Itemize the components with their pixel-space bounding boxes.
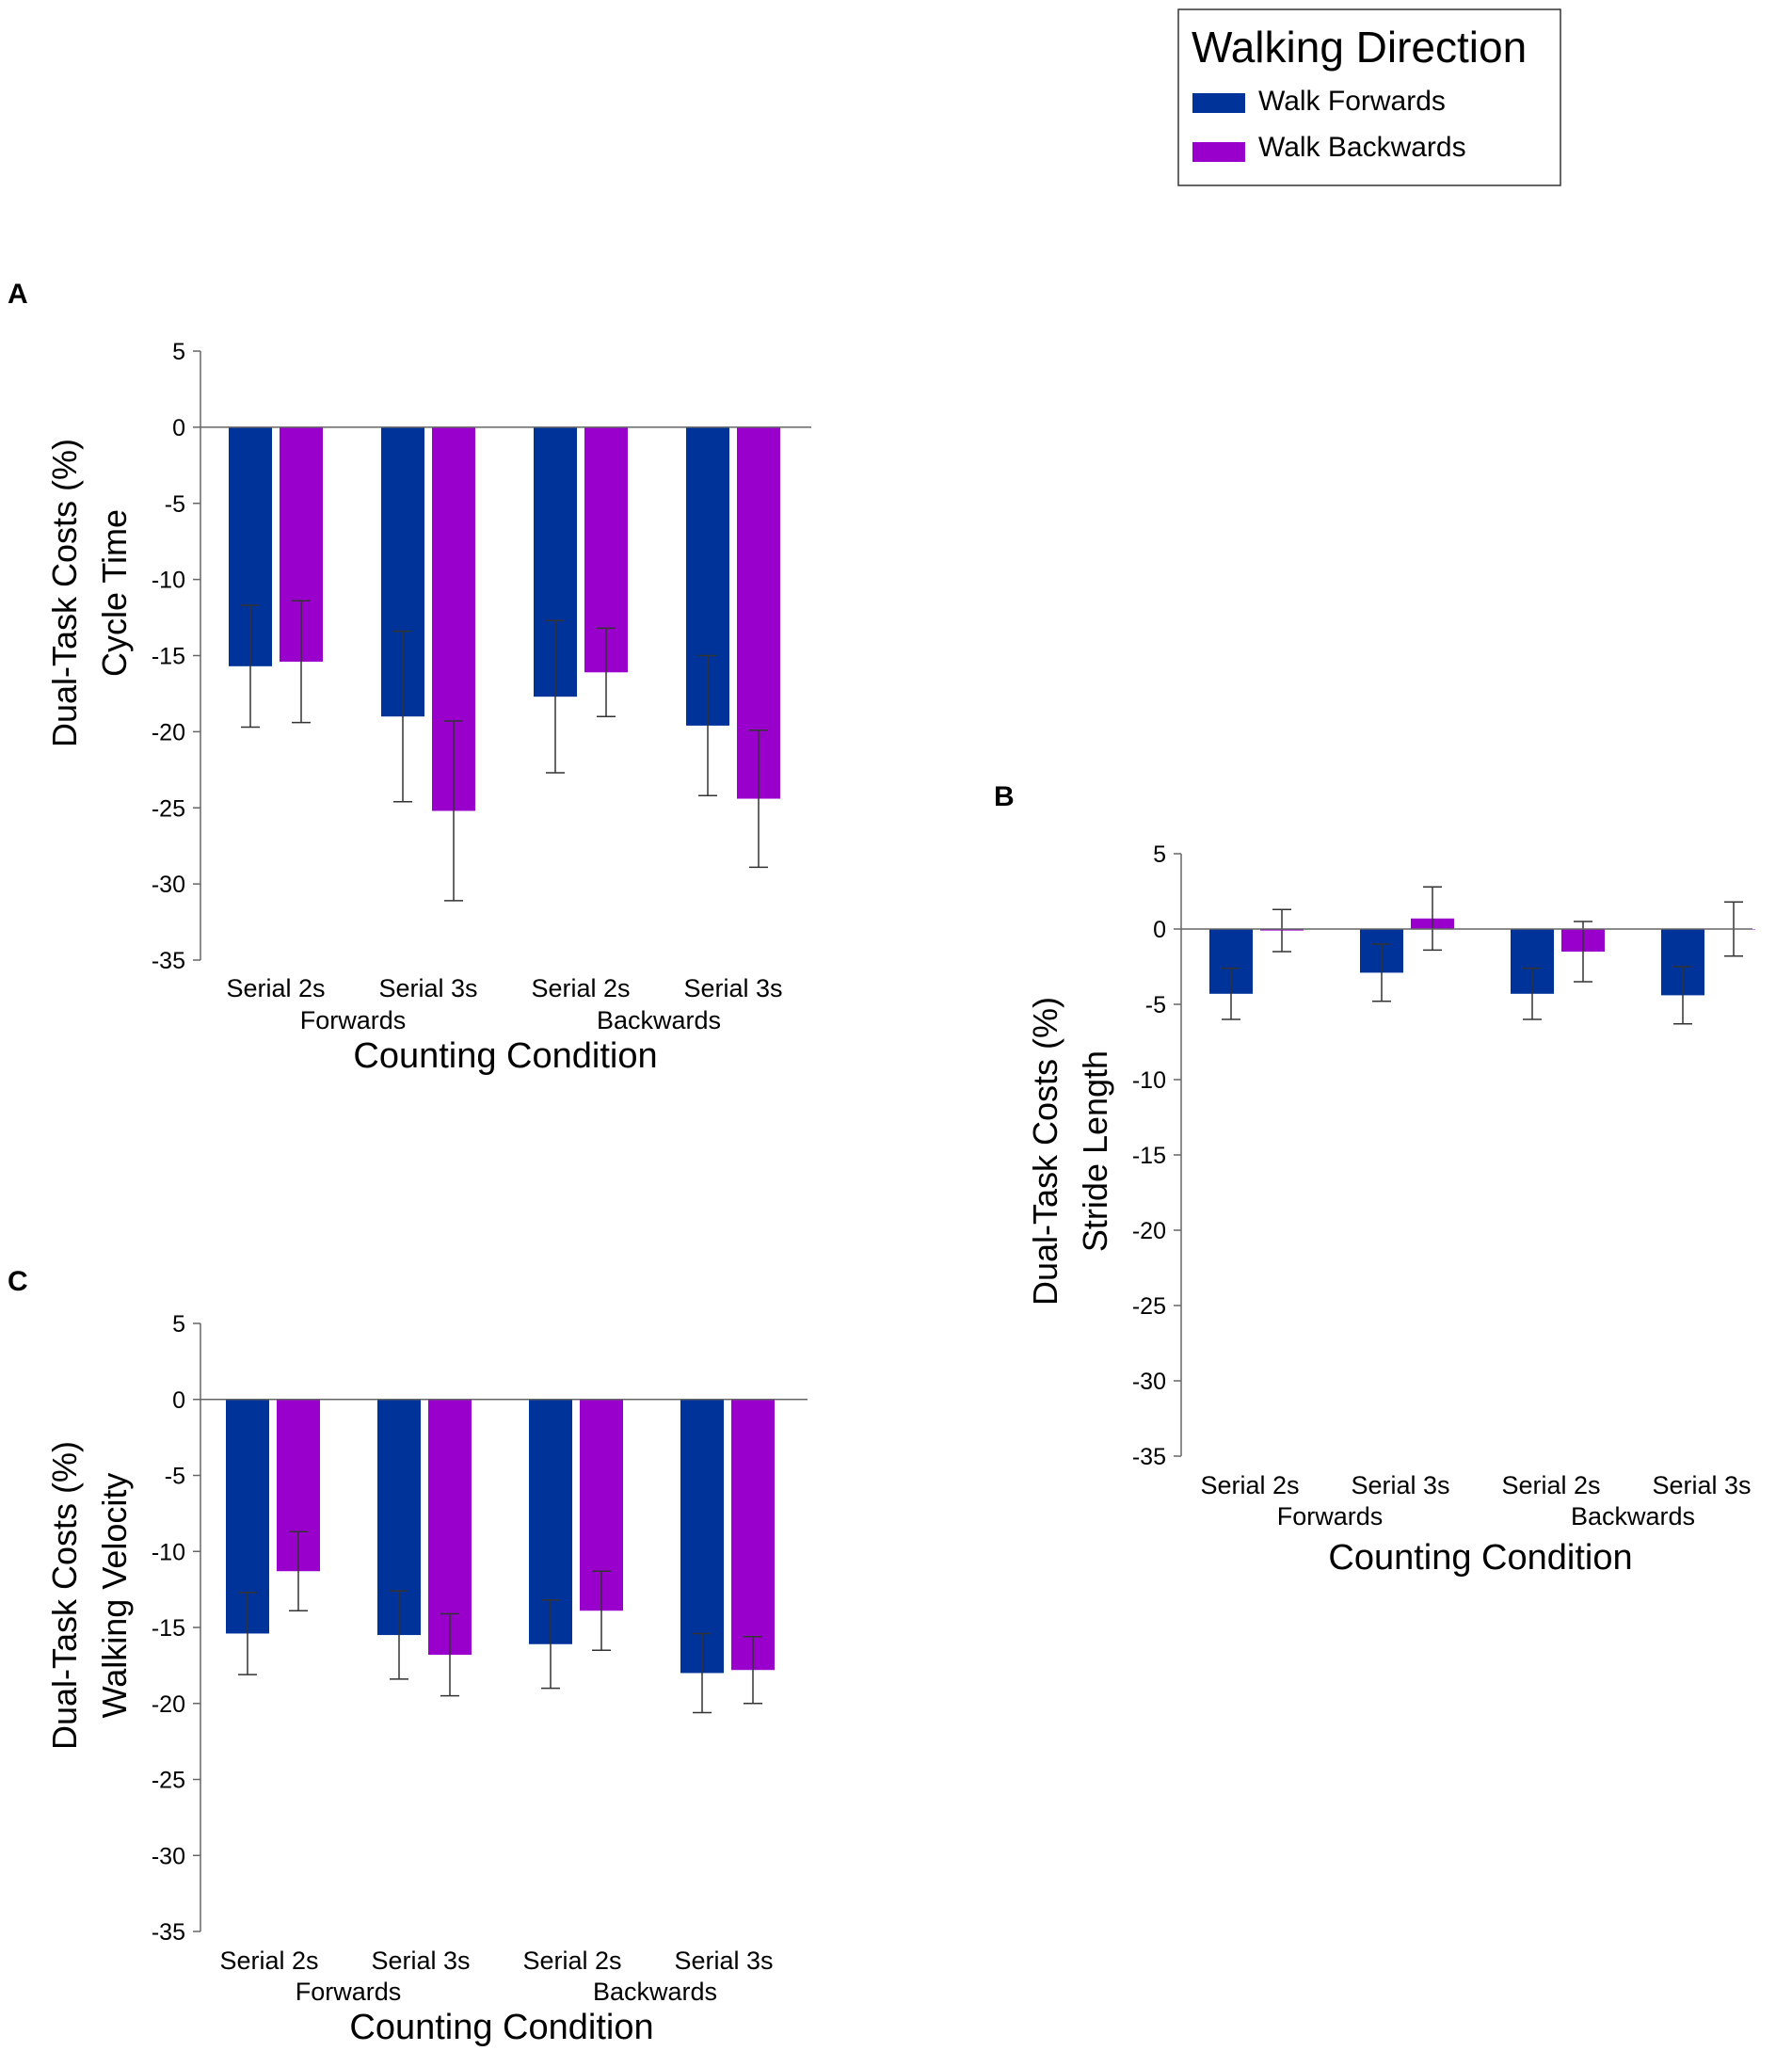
y-tick-label: -15: [152, 1615, 185, 1642]
y-axis-label-line2: Walking Velocity: [95, 1473, 134, 1719]
x-axis-label: Counting Condition: [349, 2008, 653, 2047]
y-tick-label: 5: [172, 339, 185, 365]
y-axis-label-line1: Dual-Task Costs (%): [45, 1441, 84, 1750]
panel-letter-c: C: [8, 1266, 28, 1297]
panel-letter-a: A: [8, 279, 28, 310]
y-tick-label: -20: [1132, 1218, 1166, 1244]
category-label: Serial 2s: [522, 1947, 621, 1975]
group-label-forwards: Forwards: [1277, 1502, 1384, 1530]
category-label: Serial 3s: [378, 974, 477, 1002]
y-tick-label: -15: [1132, 1143, 1166, 1169]
y-tick-label: -25: [152, 1768, 185, 1794]
group-label-backwards: Backwards: [593, 1978, 717, 2006]
legend-label-backwards: Walk Backwards: [1258, 132, 1466, 163]
y-tick-label: -5: [1145, 992, 1166, 1018]
y-tick-label: 0: [1153, 917, 1166, 943]
y-tick-label: 0: [172, 415, 185, 441]
y-tick-label: -10: [152, 568, 185, 594]
y-tick-label: -5: [165, 491, 185, 518]
category-label: Serial 3s: [674, 1947, 773, 1975]
y-tick-label: 0: [172, 1387, 185, 1414]
y-tick-label: -35: [152, 948, 185, 974]
y-tick-label: -10: [1132, 1067, 1166, 1094]
chart-panel-b: 5 0 -5 -10 -15 -20 -25 -30 -35 Dual-Task Costs (…: [1026, 841, 1755, 1578]
category-label: Serial 3s: [371, 1947, 470, 1975]
y-tick-label: -25: [1132, 1293, 1166, 1320]
legend-swatch-forwards: [1192, 93, 1245, 113]
bar: [680, 1399, 724, 1674]
y-axis-label-line1: Dual-Task Costs (%): [1026, 997, 1064, 1306]
category-label: Serial 2s: [531, 974, 630, 1002]
category-label: Serial 3s: [683, 974, 782, 1002]
group-label-backwards: Backwards: [597, 1006, 721, 1034]
legend-title: Walking Direction: [1192, 23, 1527, 72]
y-axis-label-line1: Dual-Task Costs (%): [45, 439, 84, 747]
y-tick-label: 5: [1153, 841, 1166, 868]
y-tick-label: -15: [152, 644, 185, 670]
group-label-backwards: Backwards: [1571, 1502, 1695, 1530]
category-label: Serial 2s: [219, 1947, 318, 1975]
y-tick-label: -10: [152, 1539, 185, 1565]
bar: [428, 1399, 472, 1656]
legend-swatch-backwards: [1192, 142, 1245, 162]
y-tick-label: -25: [152, 795, 185, 822]
y-tick-label: -35: [1132, 1444, 1166, 1470]
group-label-forwards: Forwards: [296, 1978, 402, 2006]
y-tick-label: -5: [165, 1464, 185, 1490]
y-tick-label: -20: [152, 719, 185, 745]
category-label: Serial 3s: [1652, 1471, 1751, 1499]
category-label: Serial 2s: [1200, 1471, 1299, 1499]
category-label: Serial 3s: [1351, 1471, 1449, 1499]
y-tick-label: -20: [152, 1691, 185, 1718]
legend: Walking Direction Walk Forwards Walk Bac…: [1177, 8, 1561, 186]
chart-panel-a: 5 0 -5 -10 -15 -20 -25 -30 -35 Dual-Task Costs (…: [45, 339, 811, 1076]
y-tick-label: -30: [152, 1843, 185, 1869]
y-axis-label-line2: Stride Length: [1076, 1050, 1114, 1252]
legend-label-forwards: Walk Forwards: [1258, 86, 1446, 117]
bar: [731, 1399, 775, 1671]
y-axis-label-line2: Cycle Time: [95, 509, 134, 677]
panel-letter-b: B: [994, 781, 1015, 812]
y-tick-label: -30: [152, 872, 185, 898]
category-label: Serial 2s: [1501, 1471, 1600, 1499]
y-tick-label: -35: [152, 1919, 185, 1946]
x-axis-label: Counting Condition: [353, 1036, 657, 1076]
category-label: Serial 2s: [226, 974, 325, 1002]
chart-panel-c: 5 0 -5 -10 -15 -20 -25 -30 -35 Dual-Task Costs (…: [45, 1311, 808, 2047]
group-label-forwards: Forwards: [300, 1006, 407, 1034]
x-axis-label: Counting Condition: [1328, 1538, 1632, 1578]
y-tick-label: 5: [172, 1311, 185, 1338]
y-tick-label: -30: [1132, 1369, 1166, 1395]
